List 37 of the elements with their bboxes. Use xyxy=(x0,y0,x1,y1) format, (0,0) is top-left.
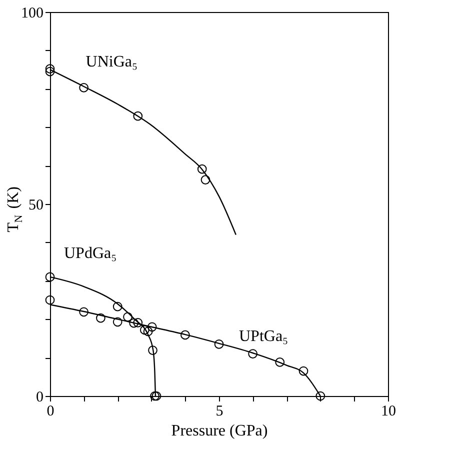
y-tick-label: 100 xyxy=(21,6,44,22)
point xyxy=(79,307,88,317)
point xyxy=(214,339,224,349)
point xyxy=(112,317,122,327)
x-axis-title: Pressure (GPa) xyxy=(171,422,268,440)
point xyxy=(150,391,160,401)
point xyxy=(133,111,143,121)
y-tick-label: 0 xyxy=(36,390,44,406)
point xyxy=(143,326,153,336)
point xyxy=(45,272,55,282)
point xyxy=(140,325,150,335)
point xyxy=(133,318,143,328)
point xyxy=(148,346,158,355)
series-label: UPtGa₅ xyxy=(239,328,288,346)
point xyxy=(123,312,132,322)
x-tick-label: 0 xyxy=(46,404,54,420)
x-tick-label: 5 xyxy=(216,404,224,420)
point xyxy=(180,330,190,340)
series-label: UPdGa₅ xyxy=(64,244,117,262)
x-tick-label: 10 xyxy=(381,404,396,420)
point xyxy=(197,164,207,174)
y-tick-label: 50 xyxy=(28,198,44,214)
y-axis-title: TN (K) xyxy=(5,186,25,232)
point xyxy=(45,66,55,76)
point xyxy=(45,64,55,74)
point xyxy=(152,391,162,401)
point xyxy=(129,318,139,328)
point xyxy=(79,82,88,92)
point xyxy=(275,358,285,367)
point xyxy=(45,295,55,305)
series-label: UNiGa₅ xyxy=(86,54,138,71)
point xyxy=(200,175,210,184)
point xyxy=(298,366,308,376)
point xyxy=(112,302,122,312)
point xyxy=(96,313,106,323)
point xyxy=(248,349,258,358)
point xyxy=(147,322,157,332)
